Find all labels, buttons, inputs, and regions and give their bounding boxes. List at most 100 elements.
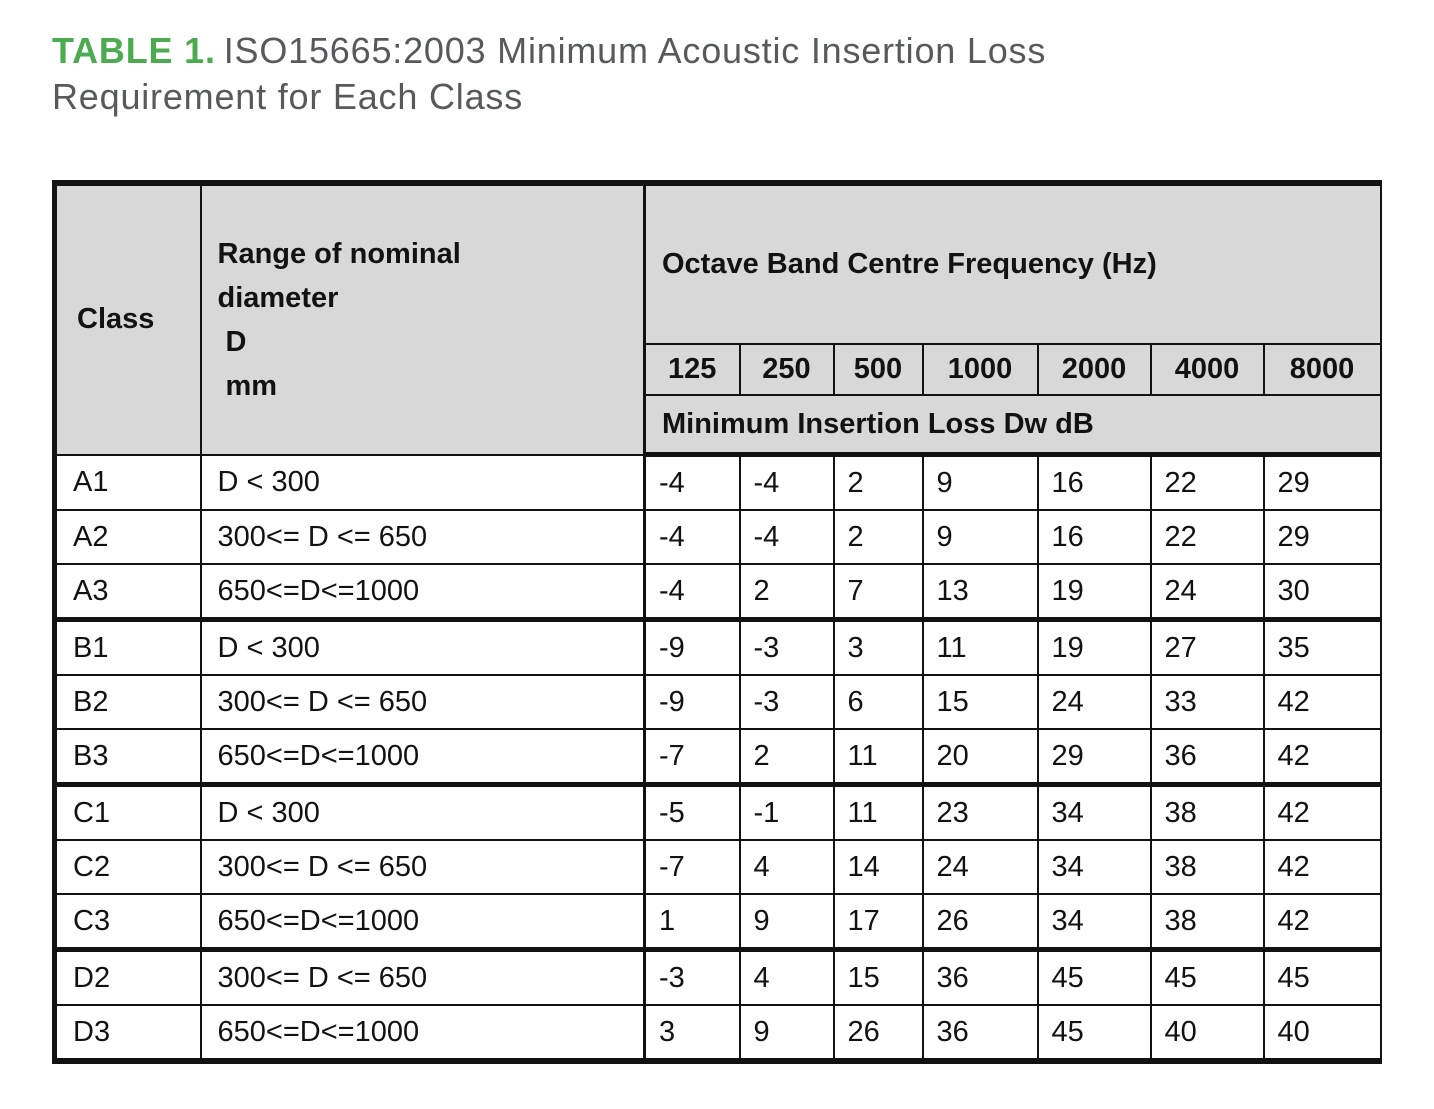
value-cell: 16	[1036, 453, 1152, 511]
value-cell: -1	[738, 782, 835, 841]
value-cell: 7	[832, 563, 924, 621]
range-header-line: Range of nominal	[217, 237, 461, 270]
value-cell: -7	[643, 728, 741, 786]
class-cell: A3	[53, 563, 202, 621]
value-cell: 38	[1149, 893, 1265, 951]
value-cell: 33	[1149, 674, 1265, 730]
header-row-top: Class Range of nominal diameter D mm Oct…	[53, 182, 1382, 456]
table-row: A3 650<=D<=1000 -4 2 7 13 19 24 30	[53, 563, 1382, 621]
value-cell: 16	[1036, 509, 1152, 565]
value-cell: 6	[832, 674, 924, 730]
value-cell: 11	[921, 617, 1039, 676]
value-cell: -4	[643, 453, 741, 511]
value-cell: 22	[1149, 453, 1265, 511]
table-caption-text: ISO15665:2003 Minimum Acoustic Insertion…	[52, 30, 1047, 117]
value-cell: 36	[1149, 728, 1265, 786]
table-caption: TABLE 1. ISO15665:2003 Minimum Acoustic I…	[52, 28, 1212, 120]
value-cell: 45	[1149, 947, 1265, 1006]
class-cell: C2	[53, 839, 202, 895]
value-cell: 4	[738, 839, 835, 895]
value-cell: 24	[1036, 674, 1152, 730]
value-cell: 34	[1036, 782, 1152, 841]
value-cell: -9	[643, 617, 741, 676]
value-cell: -3	[643, 947, 741, 1006]
class-cell: B3	[53, 728, 202, 786]
value-cell: 45	[1036, 1004, 1152, 1062]
value-cell: -3	[738, 617, 835, 676]
value-cell: -4	[643, 563, 741, 621]
table-row: B2 300<= D <= 650 -9 -3 6 15 24 33 42	[53, 674, 1382, 730]
value-cell: 38	[1149, 839, 1265, 895]
value-cell: 29	[1036, 728, 1152, 786]
frequency-header: 125	[643, 343, 741, 396]
value-cell: -9	[643, 674, 741, 730]
table-row: A2 300<= D <= 650 -4 -4 2 9 16 22 29	[53, 509, 1382, 565]
value-cell: 9	[738, 893, 835, 951]
value-cell: 22	[1149, 509, 1265, 565]
value-cell: 29	[1262, 453, 1382, 511]
class-cell: A1	[53, 453, 202, 511]
frequency-header: 250	[738, 343, 835, 396]
range-cell: 300<= D <= 650	[199, 947, 646, 1006]
value-cell: 23	[921, 782, 1039, 841]
range-cell: D < 300	[199, 782, 646, 841]
frequency-header: 4000	[1149, 343, 1265, 396]
table-caption-label: TABLE 1.	[52, 30, 216, 71]
insertion-loss-table: Class Range of nominal diameter D mm Oct…	[52, 180, 1382, 1064]
value-cell: 34	[1036, 893, 1152, 951]
value-cell: 30	[1262, 563, 1382, 621]
value-cell: 15	[832, 947, 924, 1006]
value-cell: 26	[921, 893, 1039, 951]
value-cell: 38	[1149, 782, 1265, 841]
table-row: C2 300<= D <= 650 -7 4 14 24 34 38 42	[53, 839, 1382, 895]
frequency-header: 500	[832, 343, 924, 396]
value-cell: 2	[832, 509, 924, 565]
class-cell: B2	[53, 674, 202, 730]
value-cell: -5	[643, 782, 741, 841]
table-row: B3 650<=D<=1000 -7 2 11 20 29 36 42	[53, 728, 1382, 786]
octave-band-header: Octave Band Centre Frequency (Hz)	[642, 182, 1382, 345]
value-cell: 9	[738, 1004, 835, 1062]
range-cell: D < 300	[199, 453, 646, 511]
value-cell: 35	[1262, 617, 1382, 676]
value-cell: 27	[1149, 617, 1265, 676]
class-cell: D2	[53, 947, 202, 1006]
class-cell: A2	[53, 509, 202, 565]
range-cell: 300<= D <= 650	[199, 839, 646, 895]
value-cell: 9	[921, 509, 1039, 565]
min-insertion-loss-header: Minimum Insertion Loss Dw dB	[642, 394, 1382, 457]
value-cell: 1	[643, 893, 741, 951]
value-cell: 36	[921, 1004, 1039, 1062]
value-cell: 19	[1036, 563, 1152, 621]
table-row: D2 300<= D <= 650 -3 4 15 36 45 45 45	[53, 947, 1382, 1006]
class-column-header: Class	[53, 182, 202, 456]
table-row: C3 650<=D<=1000 1 9 17 26 34 38 42	[53, 893, 1382, 951]
value-cell: 42	[1262, 728, 1382, 786]
value-cell: 2	[832, 453, 924, 511]
value-cell: 26	[832, 1004, 924, 1062]
value-cell: -4	[738, 509, 835, 565]
value-cell: 11	[832, 728, 924, 786]
frequency-header: 8000	[1262, 343, 1382, 396]
value-cell: 17	[832, 893, 924, 951]
class-cell: C3	[53, 893, 202, 951]
value-cell: 40	[1262, 1004, 1382, 1062]
value-cell: 45	[1036, 947, 1152, 1006]
range-cell: 650<=D<=1000	[199, 728, 646, 786]
value-cell: -7	[643, 839, 741, 895]
value-cell: 42	[1262, 893, 1382, 951]
value-cell: 19	[1036, 617, 1152, 676]
range-cell: 300<= D <= 650	[199, 509, 646, 565]
value-cell: 34	[1036, 839, 1152, 895]
value-cell: 3	[832, 617, 924, 676]
range-header-line: D	[225, 325, 247, 358]
value-cell: 4	[738, 947, 835, 1006]
range-cell: 300<= D <= 650	[199, 674, 646, 730]
value-cell: 14	[832, 839, 924, 895]
value-cell: 9	[921, 453, 1039, 511]
table-row: D3 650<=D<=1000 3 9 26 36 45 40 40	[53, 1004, 1382, 1062]
value-cell: 20	[921, 728, 1039, 786]
header-row-frequencies: 125 250 500 1000 2000 4000 8000	[55, 343, 1382, 396]
range-cell: 650<=D<=1000	[199, 893, 646, 951]
